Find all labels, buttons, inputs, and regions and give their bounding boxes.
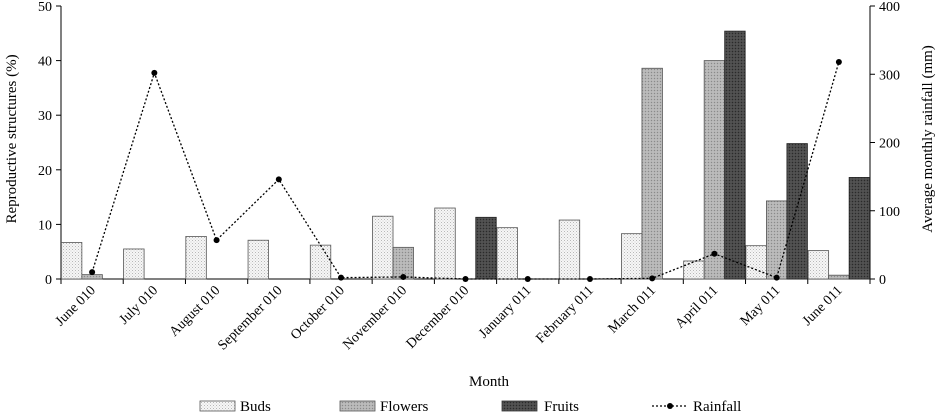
legend-swatch-buds	[199, 400, 236, 412]
rainfall-point-july-010	[151, 69, 158, 76]
y-axis-title: Reproductive structures (%)	[4, 54, 20, 223]
legend-label-flowers: Flowers	[380, 399, 428, 414]
legend-swatch-flowers	[339, 400, 376, 412]
x-tick-label-june-011: June 011	[800, 283, 846, 329]
rainfall-point-november-010	[400, 273, 407, 280]
legend-label-buds: Buds	[240, 399, 271, 414]
bar-flowers-june-010	[81, 274, 103, 280]
y2-axis-title: Average monthly rainfall (mm)	[920, 45, 936, 233]
rainfall-line	[89, 58, 842, 282]
x-tick-label-february-011: February 011	[533, 283, 596, 346]
rainfall-point-june-011	[835, 58, 842, 65]
bar-flowers-june-011	[828, 274, 850, 280]
y2-tick-label: 0	[879, 273, 886, 288]
y-tick-label: 20	[38, 164, 52, 179]
bar-buds-june-010	[60, 242, 83, 280]
legend-label-fruits: Fruits	[544, 399, 579, 414]
x-tick-label-june-010: June 010	[53, 283, 99, 329]
rainfall-point-september-010	[275, 176, 282, 183]
rainfall-point-february-011	[586, 276, 593, 282]
bar-flowers-march-011	[641, 67, 663, 280]
axes	[56, 5, 875, 284]
x-tick-label-january-011: January 011	[476, 283, 534, 341]
rainfall-point-march-011	[649, 275, 656, 282]
bar-buds-july-010	[123, 248, 145, 280]
rainfall-point-june-010	[89, 269, 96, 276]
legend-marker-rainfall	[667, 403, 673, 409]
bar-buds-december-010	[434, 207, 456, 280]
y-tick-label: 30	[38, 109, 52, 124]
x-tick-label-march-011: March 011	[606, 283, 659, 336]
bar-buds-may-011	[745, 245, 767, 280]
x-tick-label-may-011: May 011	[738, 283, 784, 329]
bar-fruits-may-011	[786, 143, 808, 280]
legend-swatch-fruits	[501, 400, 538, 412]
x-axis-title: Month	[469, 374, 510, 390]
legend-label-rainfall: Rainfall	[693, 399, 741, 414]
rainfall-point-april-011	[711, 250, 718, 257]
bar-fruits-april-011	[724, 30, 746, 280]
y2-tick-label: 100	[879, 205, 900, 220]
bar-buds-august-010	[185, 236, 207, 280]
y-tick-label: 0	[45, 273, 52, 288]
bar-flowers-april-011	[703, 60, 726, 280]
y2-tick-label: 300	[879, 68, 900, 83]
rainfall-point-may-011	[773, 274, 780, 281]
tick-labels: 0 10 20 30 40 50 0 100 200 300 400 June 010 July 010…	[38, 0, 900, 353]
x-tick-label-august-010: August 010	[167, 283, 224, 340]
bar-buds-june-011	[807, 250, 830, 280]
bar-fruits-december-010	[475, 216, 497, 280]
bar-buds-april-011	[683, 260, 705, 280]
bar-fruits-june-011	[848, 177, 871, 280]
bars	[60, 30, 871, 280]
y2-tick-label: 200	[879, 137, 900, 152]
x-tick-label-october-010: October 010	[288, 283, 348, 343]
x-tick-label-july-010: July 010	[117, 283, 161, 327]
rainfall-point-january-011	[524, 276, 531, 282]
bar-buds-september-010	[247, 239, 269, 280]
rainfall-point-october-010	[338, 274, 345, 281]
x-tick-label-april-011: April 011	[673, 283, 721, 331]
bar-buds-october-010	[309, 244, 332, 280]
bar-buds-november-010	[372, 215, 394, 280]
bar-flowers-may-011	[766, 200, 788, 280]
y2-tick-label: 400	[879, 0, 900, 15]
bar-buds-march-011	[621, 233, 643, 280]
rainfall-point-december-010	[462, 276, 469, 282]
y-tick-label: 40	[38, 55, 52, 70]
x-tick-label-november-010: November 010	[340, 283, 410, 353]
bar-buds-january-011	[496, 227, 518, 280]
bar-buds-february-011	[558, 219, 581, 280]
x-tick-label-september-010: September 010	[215, 283, 285, 353]
legend: Buds Flowers Fruits Rainfall	[199, 399, 741, 415]
rainfall-point-august-010	[213, 237, 220, 244]
x-tick-label-december-010: December 010	[404, 283, 473, 352]
y-tick-label: 50	[38, 0, 52, 15]
y-tick-label: 10	[38, 218, 52, 233]
